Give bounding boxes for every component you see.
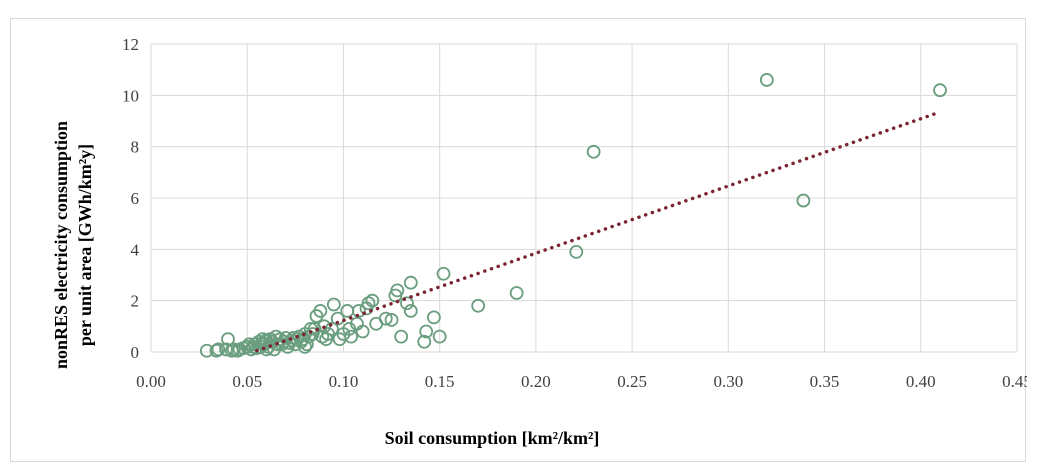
data-point (403, 275, 418, 290)
data-point (426, 310, 441, 325)
data-point (326, 297, 341, 312)
x-tick-label: 0.35 (810, 372, 840, 391)
data-point (417, 334, 432, 349)
y-tick-label: 6 (131, 189, 140, 208)
scatter-chart: 0.00 0.05 0.10 0.15 0.20 0.25 0.30 0.35 0.40 0.45… (51, 35, 1027, 448)
x-tick-label: 0.25 (617, 372, 647, 391)
data-point (292, 329, 307, 344)
x-tick-label: 0.10 (329, 372, 359, 391)
data-point (219, 342, 233, 357)
data-point (796, 193, 811, 208)
data-point (388, 288, 403, 303)
trendline (255, 110, 942, 353)
y-axis-title-line1: nonRES electricity consumption (51, 121, 71, 369)
x-axis-title: Soil consumption [km²/km²] (385, 428, 600, 448)
data-point (199, 343, 214, 358)
x-tick-label: 0.40 (906, 372, 936, 391)
data-point (209, 343, 224, 358)
x-tick-label: 0.00 (136, 372, 166, 391)
data-point (471, 298, 486, 313)
data-point (509, 286, 524, 300)
x-tick-label: 0.45 (1002, 372, 1027, 391)
data-point (340, 304, 355, 318)
x-tick-label: 0.15 (425, 372, 455, 391)
data-point (759, 73, 774, 87)
data-points (199, 73, 947, 358)
data-point (933, 83, 947, 98)
data-point (344, 329, 359, 344)
y-tick-label: 10 (122, 86, 139, 105)
y-tick-label: 8 (131, 138, 140, 157)
chart-frame: 0.00 0.05 0.10 0.15 0.20 0.25 0.30 0.35 0.40 0.45… (10, 18, 1027, 462)
data-point (586, 144, 601, 159)
y-axis-title: nonRES electricity consumption per unit … (51, 121, 95, 369)
data-point (394, 329, 409, 344)
y-tick-label: 12 (122, 35, 139, 54)
data-point (403, 304, 418, 318)
y-tick-label: 4 (131, 240, 140, 259)
data-point (384, 313, 399, 327)
y-tick-label: 0 (131, 343, 140, 362)
data-point (221, 332, 235, 347)
data-point (419, 324, 434, 339)
data-point (400, 296, 414, 311)
data-point (432, 329, 447, 344)
data-point (569, 244, 584, 259)
y-axis-title-line2: per unit area [GWh/km²y] (75, 144, 95, 346)
data-point (309, 309, 324, 323)
x-tick-label: 0.30 (713, 372, 743, 391)
data-point (436, 266, 451, 281)
data-point (232, 342, 247, 357)
trendline-layer (255, 110, 942, 353)
data-point (315, 329, 330, 344)
data-point (226, 342, 241, 357)
y-tick-label: 2 (131, 292, 140, 311)
gridlines (150, 43, 1018, 353)
tick-labels: 0.00 0.05 0.10 0.15 0.20 0.25 0.30 0.35 0.40 0.45… (122, 35, 1027, 391)
x-tick-label: 0.20 (521, 372, 551, 391)
x-tick-label: 0.05 (232, 372, 262, 391)
data-point (359, 301, 374, 316)
data-point (332, 332, 347, 347)
data-point (369, 316, 384, 331)
